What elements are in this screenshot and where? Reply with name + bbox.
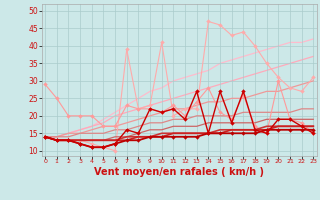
X-axis label: Vent moyen/en rafales ( km/h ): Vent moyen/en rafales ( km/h ) (94, 167, 264, 177)
